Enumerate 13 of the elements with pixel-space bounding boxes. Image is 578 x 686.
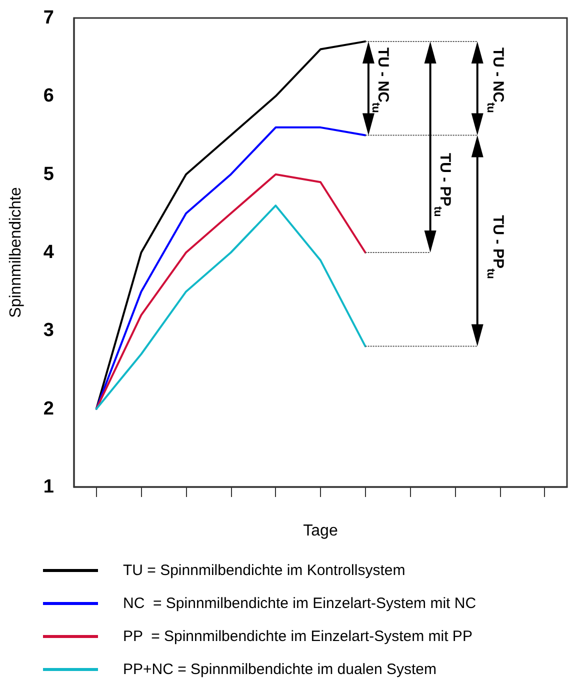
y-tick-label: 7 xyxy=(43,8,54,28)
x-axis-title: Tage xyxy=(303,522,338,540)
legend-label: PP+NC = Spinnmilbendichte im dualen System xyxy=(123,661,436,678)
y-tick-label: 4 xyxy=(43,242,54,263)
legend-label: NC = Spinnmilbendichte im Einzelart-System mit NC xyxy=(123,595,476,612)
y-tick-label: 1 xyxy=(43,476,54,498)
legend-label: PP = Spinnmilbendichte im Einzelart-System mit PP xyxy=(123,628,472,645)
y-tick-label: 5 xyxy=(43,164,54,185)
y-axis-title: Spinnmilbendichte xyxy=(8,187,24,318)
legend-label: TU = Spinnmilbendichte im Kontrollsystem xyxy=(123,562,406,579)
y-tick-label: 3 xyxy=(43,320,54,342)
y-tick-label: 2 xyxy=(43,398,54,420)
y-tick-label: 6 xyxy=(43,86,54,107)
